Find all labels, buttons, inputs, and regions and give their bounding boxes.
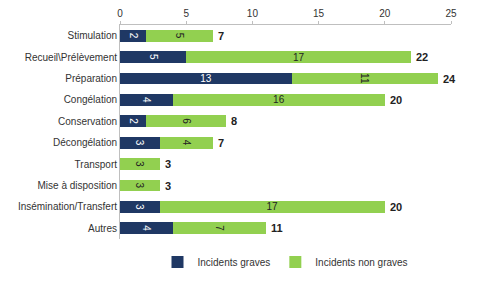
svg-text:3: 3 (134, 182, 145, 188)
svg-text:Incidents graves: Incidents graves (198, 257, 271, 268)
svg-text:6: 6 (181, 118, 192, 124)
svg-text:10: 10 (247, 8, 259, 19)
svg-text:Mise à disposition: Mise à disposition (38, 180, 117, 191)
svg-text:3: 3 (134, 140, 145, 146)
svg-text:24: 24 (443, 73, 456, 85)
svg-text:0: 0 (117, 8, 123, 19)
svg-text:20: 20 (390, 94, 402, 106)
svg-text:Congélation: Congélation (64, 94, 117, 105)
svg-text:2: 2 (128, 118, 139, 124)
svg-text:Autres: Autres (88, 223, 117, 234)
svg-text:5: 5 (183, 8, 189, 19)
svg-text:15: 15 (313, 8, 325, 19)
svg-text:Conservation: Conservation (58, 116, 117, 127)
svg-text:Stimulation: Stimulation (68, 30, 117, 41)
svg-text:22: 22 (416, 51, 428, 63)
svg-text:20: 20 (379, 8, 391, 19)
svg-text:Transport: Transport (75, 159, 118, 170)
svg-text:Préparation: Préparation (65, 73, 117, 84)
svg-text:3: 3 (134, 161, 145, 167)
svg-text:3: 3 (165, 158, 171, 170)
svg-text:16: 16 (273, 94, 285, 105)
svg-text:13: 13 (200, 73, 212, 84)
svg-text:25: 25 (445, 8, 457, 19)
svg-text:Recueil\Prélèvement: Recueil\Prélèvement (25, 52, 117, 63)
svg-text:4: 4 (181, 140, 192, 146)
svg-text:7: 7 (218, 30, 224, 42)
svg-text:3: 3 (134, 204, 145, 210)
svg-text:Insémination/Transfert: Insémination/Transfert (18, 201, 117, 212)
svg-text:20: 20 (390, 201, 402, 213)
svg-text:5: 5 (148, 54, 159, 60)
svg-text:5: 5 (174, 33, 185, 39)
svg-text:4: 4 (141, 225, 152, 231)
svg-text:7: 7 (214, 225, 225, 231)
svg-text:11: 11 (359, 73, 370, 84)
svg-text:7: 7 (218, 137, 224, 149)
svg-text:2: 2 (128, 33, 139, 39)
svg-text:17: 17 (293, 52, 305, 63)
svg-text:11: 11 (271, 222, 283, 234)
svg-text:3: 3 (165, 180, 171, 192)
svg-text:4: 4 (141, 97, 152, 103)
svg-text:Incidents non graves: Incidents non graves (315, 257, 407, 268)
svg-text:8: 8 (231, 115, 237, 127)
svg-text:17: 17 (266, 201, 278, 212)
svg-text:Décongélation: Décongélation (53, 137, 117, 148)
